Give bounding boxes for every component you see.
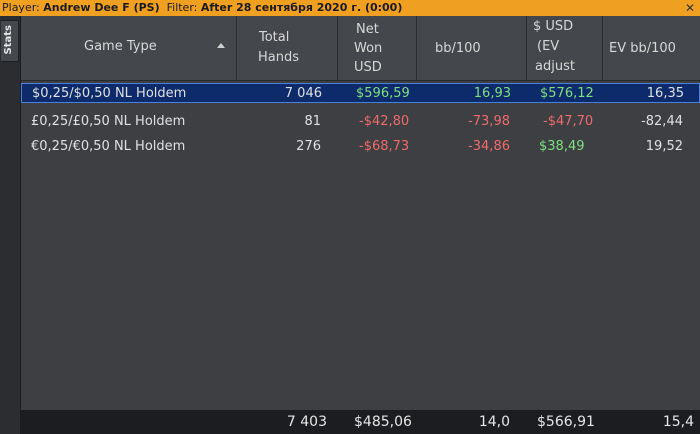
total-ev-bb100: 15,4: [662, 414, 694, 430]
cell-hands: 81: [304, 114, 321, 129]
header-ev-bb100[interactable]: EV bb/100: [603, 16, 700, 80]
cell-net-won: -$42,80: [359, 114, 410, 129]
header-net-won-line2: Won: [354, 41, 383, 56]
total-usd-ev: $566,91: [537, 414, 595, 430]
close-icon[interactable]: ✕: [684, 1, 695, 15]
cell-hands: 7 046: [284, 86, 322, 101]
sort-ascending-icon: [217, 43, 225, 48]
header-bb100-label: bb/100: [435, 41, 481, 56]
table-row[interactable]: £0,25/£0,50 NL Holdem 81 -$42,80 -73,98 …: [21, 112, 700, 132]
header-net-won-line3: USD: [354, 60, 382, 75]
cell-ev-bb100: 16,35: [646, 86, 684, 101]
cell-bb100: -34,86: [468, 139, 510, 154]
cell-ev-bb100: -82,44: [641, 114, 683, 129]
stats-tab[interactable]: Stats: [1, 20, 19, 62]
stats-grid: Game Type Total Hands Net Won USD bb/100…: [21, 16, 700, 410]
table-header: Game Type Total Hands Net Won USD bb/100…: [21, 16, 700, 81]
cell-net-won: -$68,73: [359, 139, 410, 154]
header-total-hands[interactable]: Total Hands: [237, 16, 338, 80]
filter-bar: Player: Andrew Dee F (PS) Filter: After …: [0, 0, 700, 16]
header-usd-ev-line3: adjust: [535, 59, 575, 74]
table-row[interactable]: $0,25/$0,50 NL Holdem 7 046 $596,59 16,9…: [21, 83, 700, 103]
total-net-won: $485,06: [354, 414, 412, 430]
cell-bb100: 16,93: [473, 86, 511, 101]
player-label: Player:: [2, 1, 40, 14]
header-bb100[interactable]: bb/100: [417, 16, 527, 80]
header-game-type-label: Game Type: [84, 39, 157, 54]
cell-game-type: £0,25/£0,50 NL Holdem: [31, 114, 186, 129]
cell-ev-bb100: 19,52: [645, 139, 683, 154]
totals-row: 7 403 $485,06 14,0 $566,91 15,4: [21, 410, 700, 434]
header-net-won[interactable]: Net Won USD: [338, 16, 417, 80]
total-hands: 7 403: [286, 414, 327, 430]
header-game-type[interactable]: Game Type: [21, 16, 237, 80]
cell-usd-ev: $38,49: [539, 139, 585, 154]
header-total-hands-line1: Total: [259, 30, 290, 45]
header-net-won-line1: Net: [356, 22, 379, 37]
cell-usd-ev: -$47,70: [543, 114, 594, 129]
cell-game-type: €0,25/€0,50 NL Holdem: [31, 139, 186, 154]
header-total-hands-line2: Hands: [258, 50, 300, 65]
header-usd-ev-line1: $ USD: [533, 19, 574, 34]
header-ev-bb100-label: EV bb/100: [609, 41, 676, 56]
side-tab-strip: Stats: [0, 16, 21, 434]
filter-value: After 28 сентября 2020 г. (0:00): [200, 1, 403, 14]
cell-net-won: $596,59: [356, 86, 410, 101]
stats-tab-label: Stats: [3, 25, 14, 55]
cell-usd-ev: $576,12: [540, 86, 594, 101]
cell-game-type: $0,25/$0,50 NL Holdem: [32, 86, 187, 101]
total-bb100: 14,0: [478, 414, 510, 430]
header-usd-ev-line2: (EV: [537, 39, 560, 54]
cell-hands: 276: [296, 139, 321, 154]
table-row[interactable]: €0,25/€0,50 NL Holdem 276 -$68,73 -34,86…: [21, 137, 700, 157]
cell-bb100: -73,98: [468, 114, 510, 129]
filter-label: Filter:: [166, 1, 198, 14]
header-usd-ev[interactable]: $ USD (EV adjust: [527, 16, 603, 80]
player-name: Andrew Dee F (PS): [43, 1, 160, 14]
